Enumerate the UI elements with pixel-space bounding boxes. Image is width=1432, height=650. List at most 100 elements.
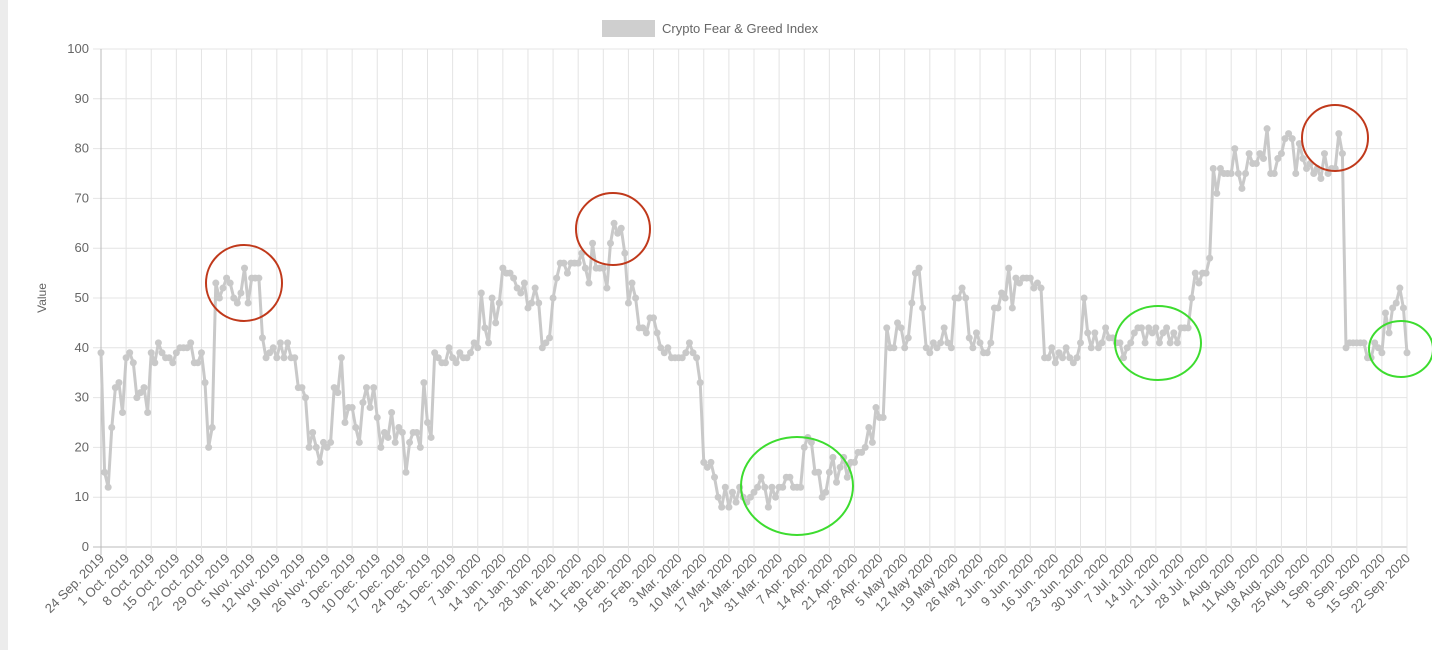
y-tick-label: 40 [75,340,89,355]
data-point [1084,329,1092,337]
data-point [786,473,794,481]
data-point [542,339,550,347]
data-point [761,483,769,491]
data-point [1288,135,1296,143]
data-point [538,344,546,352]
data-point [628,279,636,287]
data-point [894,319,902,327]
data-point [309,428,317,436]
data-point [284,339,292,347]
data-point [470,339,478,347]
data-point [1342,344,1350,352]
data-point [1256,150,1264,158]
data-point [614,229,622,237]
data-point [754,483,762,491]
data-point [477,289,485,297]
data-point [1245,150,1253,158]
data-point [1148,329,1156,337]
data-point [915,264,923,272]
data-point [244,299,252,307]
data-point [1202,269,1210,277]
data-point [1303,165,1311,173]
data-point [1195,279,1203,287]
data-point [219,284,227,292]
data-point [1166,339,1174,347]
data-point [872,404,880,412]
data-point [732,498,740,506]
data-point [1381,309,1389,317]
data-point [926,349,934,357]
data-point [1159,329,1167,337]
data-point [510,274,518,282]
data-point [750,488,758,496]
data-point [1037,284,1045,292]
data-point [1206,254,1214,262]
data-point [97,349,105,357]
data-point [241,264,249,272]
data-point [610,219,618,227]
data-point [549,294,557,302]
legend[interactable]: Crypto Fear & Greed Index [602,20,819,37]
data-point [764,503,772,511]
data-point [319,438,327,446]
data-point [711,473,719,481]
data-point [725,503,733,511]
data-point [1008,304,1016,312]
data-point [377,443,385,451]
data-point [334,389,342,397]
data-point [1155,339,1163,347]
data-point [495,299,503,307]
data-point [1127,339,1135,347]
data-point [861,443,869,451]
data-point [431,349,439,357]
data-point [1087,344,1095,352]
data-point [273,354,281,362]
data-point [955,294,963,302]
data-point [474,344,482,352]
data-point [187,339,195,347]
data-point [1252,160,1260,168]
data-point [1299,155,1307,163]
data-point [420,379,428,387]
data-point [513,284,521,292]
data-point [1152,324,1160,332]
data-point [388,409,396,417]
data-point [972,329,980,337]
data-point [147,349,155,357]
data-point [323,443,331,451]
data-point [1055,349,1063,357]
data-point [833,478,841,486]
data-point [1295,140,1303,148]
data-point [929,339,937,347]
data-point [499,264,507,272]
data-point [1263,125,1271,133]
data-point [1073,354,1081,362]
data-point [212,279,220,287]
data-point [108,423,116,431]
data-point [1234,170,1242,177]
data-point [126,349,134,357]
data-point [721,483,729,491]
annotation-circle [205,244,283,322]
data-point [1389,304,1397,312]
data-point [373,414,381,422]
data-point [445,344,453,352]
data-point [1091,329,1099,337]
data-point [911,269,919,277]
data-point [1184,324,1192,332]
data-point [1324,170,1332,177]
data-point [355,438,363,446]
data-point [1396,284,1404,292]
data-point [449,354,457,362]
data-point [904,334,912,342]
y-tick-label: 0 [82,539,89,554]
data-point [1173,339,1181,347]
data-point [370,384,378,392]
data-point [1281,135,1289,143]
data-point [1259,155,1267,163]
data-point [1059,354,1067,362]
data-point [330,384,338,392]
data-point [352,423,360,431]
data-point [291,354,299,362]
data-point [581,264,589,272]
